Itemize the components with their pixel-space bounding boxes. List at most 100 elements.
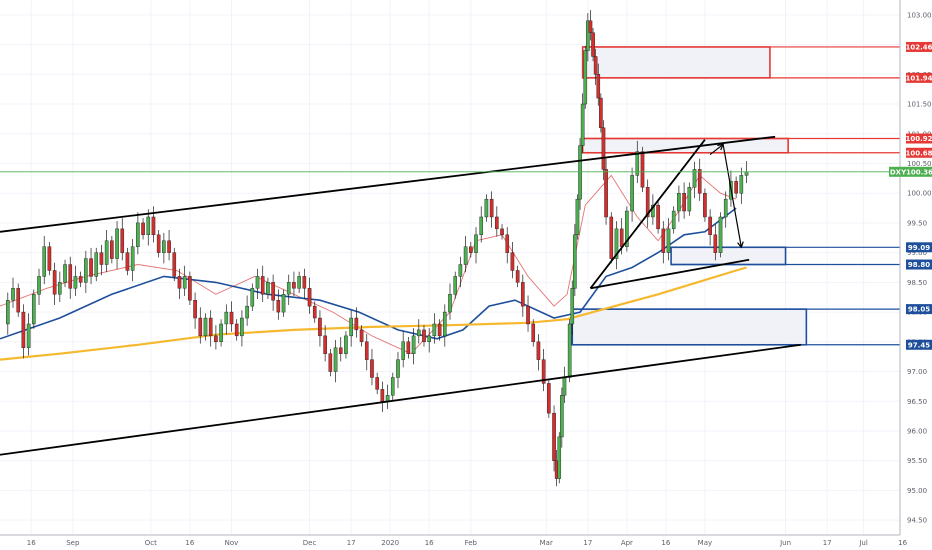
price-axis[interactable]	[899, 0, 932, 550]
price-tick-label: 98.50	[907, 279, 927, 287]
candle-body	[130, 246, 135, 271]
candle-body	[406, 341, 411, 354]
symbol-label	[889, 166, 907, 177]
candle-body	[94, 252, 99, 277]
candle-body	[323, 335, 327, 354]
candle-body	[614, 228, 619, 259]
candle-body	[448, 294, 452, 313]
candle-body	[599, 97, 603, 129]
candle-body	[214, 335, 218, 343]
symbol-text: DXY	[890, 168, 907, 176]
candle-body	[411, 335, 416, 354]
level-label-text: 100.68	[905, 149, 932, 157]
candle-body	[32, 294, 36, 325]
time-tick-label: 2020	[381, 539, 399, 547]
candle-body	[739, 175, 744, 194]
triangle-upper-line	[589, 139, 706, 289]
candle-body	[671, 210, 676, 230]
candle-body	[344, 335, 348, 354]
candle-body	[596, 74, 601, 99]
zone-box	[571, 308, 808, 346]
last-price-label	[907, 166, 932, 177]
candle-body	[484, 198, 489, 218]
candle-body	[151, 216, 156, 236]
candle-body	[266, 282, 270, 295]
level-label-box	[906, 304, 932, 315]
candle-body	[37, 276, 41, 295]
candle-body	[167, 240, 171, 253]
candle-body	[442, 311, 447, 337]
candle-body	[586, 20, 590, 51]
grid-lines	[0, 0, 904, 535]
candle-body	[188, 276, 192, 301]
time-axis[interactable]	[0, 534, 900, 550]
price-tick-label: 101.50	[907, 101, 932, 109]
level-label-text: 99.09	[908, 244, 930, 252]
candle-body	[723, 198, 728, 218]
candle-body	[580, 103, 585, 146]
candle-body	[625, 210, 629, 247]
time-tick-label: Jun	[779, 539, 791, 547]
candle-body	[42, 246, 47, 277]
price-tick-label: 99.00	[907, 249, 927, 257]
candle-body	[359, 329, 364, 343]
candle-body	[656, 204, 660, 230]
candle-body	[250, 288, 255, 307]
candle-body	[375, 377, 379, 390]
candle-body	[16, 288, 21, 313]
candle-body	[125, 252, 130, 271]
candle-body	[575, 198, 580, 236]
candle-body	[713, 234, 718, 253]
candle-body	[6, 299, 10, 325]
candle-body	[172, 252, 177, 277]
candle-body	[63, 264, 67, 283]
candle-body	[333, 347, 338, 372]
candle-body	[89, 258, 93, 277]
candle-body	[635, 151, 640, 176]
time-axis-ticks: 16 Sep Oct 16 Nov Dec 17 2020 16 Feb Mar 17 Apr 16 May…	[27, 539, 908, 547]
candle-body	[697, 169, 702, 194]
price-tick-label: 99.50	[907, 219, 927, 227]
candle-body	[141, 222, 145, 236]
time-tick-label: May	[698, 539, 712, 547]
candle-body	[570, 288, 575, 325]
candle-body	[601, 127, 606, 170]
candle-body	[219, 323, 223, 343]
candle-body	[560, 395, 564, 438]
candle-body	[453, 276, 458, 295]
candle-body	[489, 198, 494, 218]
candle-body	[52, 270, 57, 295]
arrow-head	[737, 241, 744, 249]
candle-body	[224, 311, 229, 325]
candle-body	[479, 216, 484, 236]
zone-box	[670, 246, 787, 266]
candle-body	[47, 246, 52, 271]
candle-body	[115, 228, 119, 259]
candle-body	[177, 276, 182, 289]
candle-body	[260, 276, 265, 295]
candle-body	[271, 282, 275, 301]
zone-box	[581, 46, 771, 79]
time-tick-label: 17	[347, 539, 356, 547]
price-tick-label: 96.50	[907, 398, 927, 406]
candle-body	[640, 151, 645, 188]
time-tick-label: Mar	[540, 539, 553, 547]
level-label-text: 98.80	[908, 261, 930, 269]
time-tick-label: Nov	[225, 539, 239, 547]
price-tick-label: 95.50	[907, 457, 927, 465]
time-tick-label: 16	[661, 539, 670, 547]
candle-body	[687, 187, 692, 212]
projection-arrows	[709, 143, 744, 249]
candlestick-series	[6, 10, 749, 487]
candle-body	[591, 32, 595, 57]
candle-body	[521, 282, 525, 307]
time-tick-label: Jul	[858, 539, 868, 547]
candle-body	[567, 323, 572, 378]
candle-body	[463, 246, 468, 265]
candle-body	[286, 282, 291, 295]
candle-body	[547, 383, 551, 414]
candle-body	[630, 175, 634, 212]
candle-body	[401, 341, 405, 360]
level-label-text: 98.05	[908, 306, 930, 314]
